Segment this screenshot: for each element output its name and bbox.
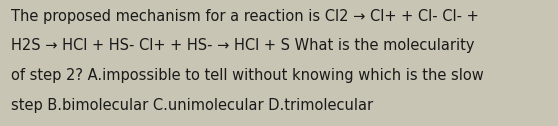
Text: step B.bimolecular C.unimolecular D.trimolecular: step B.bimolecular C.unimolecular D.trim… xyxy=(11,98,373,113)
Text: of step 2? A.impossible to tell without knowing which is the slow: of step 2? A.impossible to tell without … xyxy=(11,68,484,83)
Text: H2S → HCl + HS- Cl+ + HS- → HCl + S What is the molecularity: H2S → HCl + HS- Cl+ + HS- → HCl + S What… xyxy=(11,38,475,53)
Text: The proposed mechanism for a reaction is Cl2 → Cl+ + Cl- Cl- +: The proposed mechanism for a reaction is… xyxy=(11,9,479,24)
